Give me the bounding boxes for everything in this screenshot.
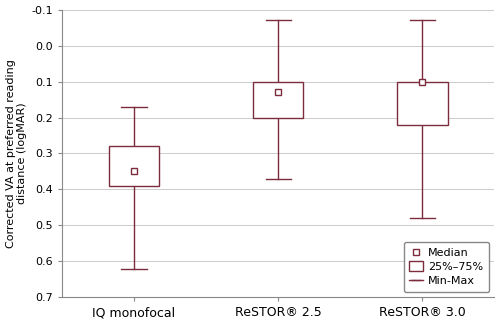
Legend: Median, 25%–75%, Min-Max: Median, 25%–75%, Min-Max xyxy=(404,242,489,292)
Bar xyxy=(397,82,448,125)
Y-axis label: Corrected VA at preferred reading
distance (logMAR): Corrected VA at preferred reading distan… xyxy=(6,59,27,248)
Bar xyxy=(253,82,304,118)
Bar xyxy=(109,146,160,186)
